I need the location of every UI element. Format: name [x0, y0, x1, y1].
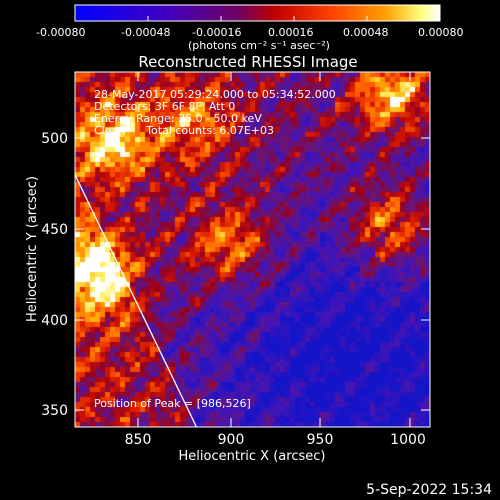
colorbar-tick: 0.00048 [343, 26, 389, 39]
x-tick-label: 900 [218, 432, 245, 448]
colorbar-tick: 0.00080 [418, 26, 464, 39]
plot-frame [74, 71, 431, 428]
info-clean-counts: Clean Total counts: 6.07E+03 [94, 124, 274, 137]
x-tick-label: 950 [307, 432, 334, 448]
y-tick-label: 350 [41, 403, 68, 419]
y-tick-label: 450 [41, 222, 68, 238]
info-time-range: 28-May-2017 05:29:24.000 to 05:34:52.000 [94, 88, 336, 101]
info-energy-range: Energy Range: 25.0 - 50.0 keV [94, 112, 262, 125]
x-tick-label: 1000 [390, 432, 426, 448]
colorbar-tick: 0.00016 [268, 26, 314, 39]
plot-title-area: Reconstructed RHESSI Image [138, 53, 357, 71]
peak-position-label: Position of Peak = [986,526] [94, 397, 251, 410]
colorbar-unit-label: (photons cm⁻² s⁻¹ asec⁻²) [188, 39, 330, 52]
footer-date: 5-Sep-2022 15:34 [366, 482, 492, 498]
x-tick-label: 850 [125, 432, 152, 448]
y-tick-label: 500 [41, 131, 68, 147]
colorbar-tick: -0.00048 [121, 26, 170, 39]
colorbar-tick: -0.00016 [192, 26, 241, 39]
colorbar-tick: -0.00080 [36, 26, 85, 39]
y-tick-label: 400 [41, 313, 68, 329]
x-axis-label: Heliocentric X (arcsec) [179, 449, 326, 464]
plot-title: Reconstructed RHESSI Image [138, 53, 357, 71]
rhessi-image [75, 72, 430, 427]
solar-limb-line [74, 174, 198, 428]
colorbar-gradient [74, 4, 441, 22]
info-detectors: Detectors: 3F 6F 8F, Att 0 [94, 100, 235, 113]
y-axis-label: Heliocentric Y (arcsec) [25, 176, 40, 322]
colorbar: -0.00080 -0.00048 -0.00016 0.00016 0.000… [36, 4, 464, 52]
